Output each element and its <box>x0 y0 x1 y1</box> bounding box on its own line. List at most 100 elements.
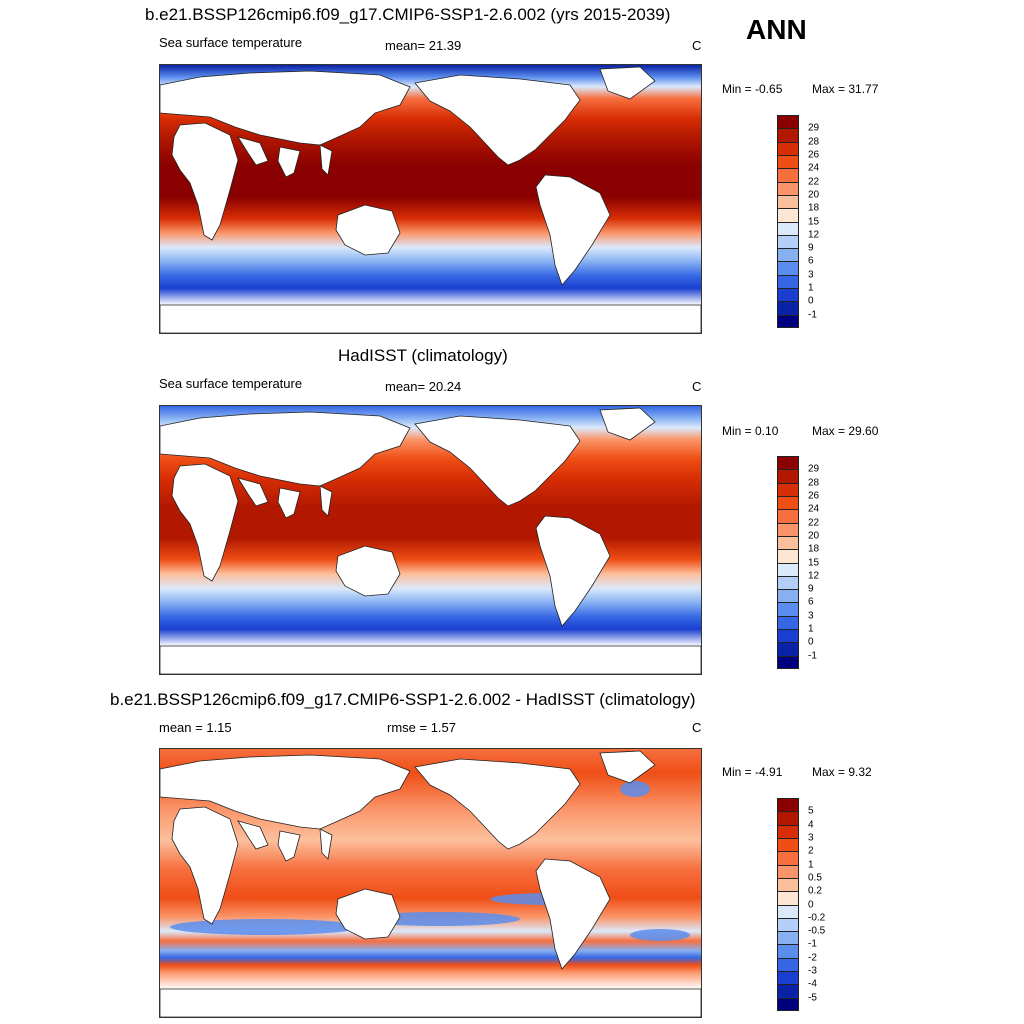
colorbar-box <box>777 469 799 483</box>
landmass <box>237 820 269 850</box>
panel-3-max: Max = 9.32 <box>812 765 872 779</box>
panel-1-max: Max = 31.77 <box>812 82 879 96</box>
colorbar-box <box>777 482 799 496</box>
panel-1-title: b.e21.BSSP126cmip6.f09_g17.CMIP6-SSP1-2.… <box>145 5 671 24</box>
colorbar-tick-label: 18 <box>808 202 820 214</box>
colorbar-tick-label: 20 <box>808 530 820 542</box>
colorbar-tick-label: 9 <box>808 583 814 595</box>
landmass <box>160 645 701 674</box>
landmass <box>171 122 239 241</box>
colorbar-tick-label: -4 <box>808 978 817 990</box>
cold-bias-patch <box>630 929 690 941</box>
colorbar-tick-label: 4 <box>808 819 814 831</box>
landmass <box>160 988 701 1017</box>
season-label: ANN <box>746 14 807 45</box>
colorbar-box <box>777 984 799 998</box>
colorbar-tick-label: -5 <box>808 992 817 1004</box>
colorbar-box <box>777 589 799 603</box>
colorbar-box <box>777 535 799 550</box>
colorbar-box <box>777 154 799 169</box>
panel-1-mean-label: mean= 21.39 <box>385 38 462 53</box>
colorbar-tick-label: 0 <box>808 295 814 307</box>
panel-2-title: HadISST (climatology) <box>338 346 508 365</box>
colorbar-tick-label: 12 <box>808 570 820 582</box>
colorbar-tick-label: -1 <box>808 938 817 950</box>
panel-2-max: Max = 29.60 <box>812 424 879 438</box>
panel-3-min: Min = -4.91 <box>722 765 783 779</box>
landmass <box>277 146 301 178</box>
colorbar-box <box>777 141 799 155</box>
panel-1-colorbar: 29 28 26 24 22 20 18 15 12 9 6 3 1 0 -1 <box>777 115 819 328</box>
colorbar-tick-label: 3 <box>808 832 814 844</box>
landmass <box>171 463 239 582</box>
colorbar-box <box>777 837 799 852</box>
colorbar-tick-label: 2 <box>808 845 814 857</box>
colorbar-box <box>777 208 799 222</box>
landmass <box>335 545 401 597</box>
colorbar-box <box>777 522 799 536</box>
panel-3-mean-label: mean = 1.15 <box>159 720 232 735</box>
colorbar-box <box>777 824 799 838</box>
colorbar-tick-label: 6 <box>808 255 814 267</box>
colorbar-box <box>777 194 799 209</box>
landmass <box>599 66 656 100</box>
colorbar-box <box>777 655 799 669</box>
panel-3-units: C <box>692 720 702 735</box>
colorbar-box <box>777 234 799 249</box>
cold-bias-patch <box>360 912 520 926</box>
colorbar-tick-label: 3 <box>808 269 814 281</box>
landmass <box>414 74 581 166</box>
colorbar-tick-label: 0 <box>808 636 814 648</box>
colorbar-tick-label: 26 <box>808 490 820 502</box>
panel-2-left-label: Sea surface temperature <box>159 376 303 391</box>
landmass <box>414 758 581 850</box>
colorbar-tick-label: 5 <box>808 805 814 817</box>
colorbar-box <box>777 575 799 590</box>
colorbar-box <box>777 944 799 958</box>
colorbar-box <box>777 629 799 643</box>
landmass <box>599 750 656 784</box>
colorbar-tick-label: 29 <box>808 463 820 475</box>
panel-3-colorbar: 5 4 3 2 1 0.5 0.2 0 -0.2 -0.5 -1 -2 -3 -4 -5 <box>777 798 825 1011</box>
colorbar-tick-label: -3 <box>808 965 817 977</box>
colorbar-box <box>777 891 799 905</box>
colorbar-tick-label: -0.2 <box>808 912 826 924</box>
landmass <box>171 806 239 925</box>
colorbar-tick-label: 0 <box>808 899 814 910</box>
colorbar-tick-label: 20 <box>808 189 820 201</box>
colorbar-box <box>777 495 799 510</box>
landmass <box>335 888 401 940</box>
landmass <box>160 70 411 146</box>
colorbar-tick-label: 26 <box>808 149 820 161</box>
colorbar-box <box>777 274 799 289</box>
colorbar-box <box>777 261 799 275</box>
landmass <box>160 411 411 487</box>
landmass <box>277 487 301 519</box>
panel-1-left-label: Sea surface temperature <box>159 35 303 50</box>
colorbar-tick-label: -1 <box>808 650 817 662</box>
colorbar-box <box>777 642 799 656</box>
colorbar-box <box>777 181 799 195</box>
landmass <box>160 754 411 830</box>
landmass <box>277 830 301 862</box>
colorbar-tick-label: 1 <box>808 859 814 871</box>
panel-3-title: b.e21.BSSP126cmip6.f09_g17.CMIP6-SSP1-2.… <box>110 690 696 709</box>
colorbar-tick-label: 1 <box>808 623 814 635</box>
landmass <box>535 174 611 286</box>
colorbar-tick-label: 9 <box>808 242 814 254</box>
colorbar-tick-label: 28 <box>808 136 820 148</box>
colorbar-tick-label: 6 <box>808 596 814 608</box>
colorbar-box <box>777 615 799 630</box>
colorbar-box <box>777 221 799 235</box>
colorbar-tick-label: 28 <box>808 477 820 489</box>
panel-2-map <box>159 405 702 675</box>
colorbar-tick-label: 22 <box>808 517 820 529</box>
colorbar-box <box>777 314 799 328</box>
colorbar-tick-label: 22 <box>808 176 820 188</box>
colorbar-box <box>777 301 799 315</box>
colorbar-box <box>777 288 799 302</box>
landmass <box>319 485 333 517</box>
panel-3-map-svg <box>160 749 701 1017</box>
landmass <box>237 477 269 507</box>
colorbar-box <box>777 128 799 142</box>
